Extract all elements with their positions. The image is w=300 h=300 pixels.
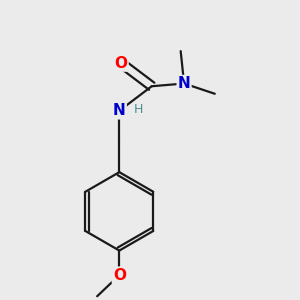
- Text: O: O: [115, 56, 128, 70]
- Text: O: O: [113, 268, 126, 283]
- Text: H: H: [134, 103, 143, 116]
- Text: N: N: [178, 76, 190, 91]
- Text: N: N: [113, 103, 126, 118]
